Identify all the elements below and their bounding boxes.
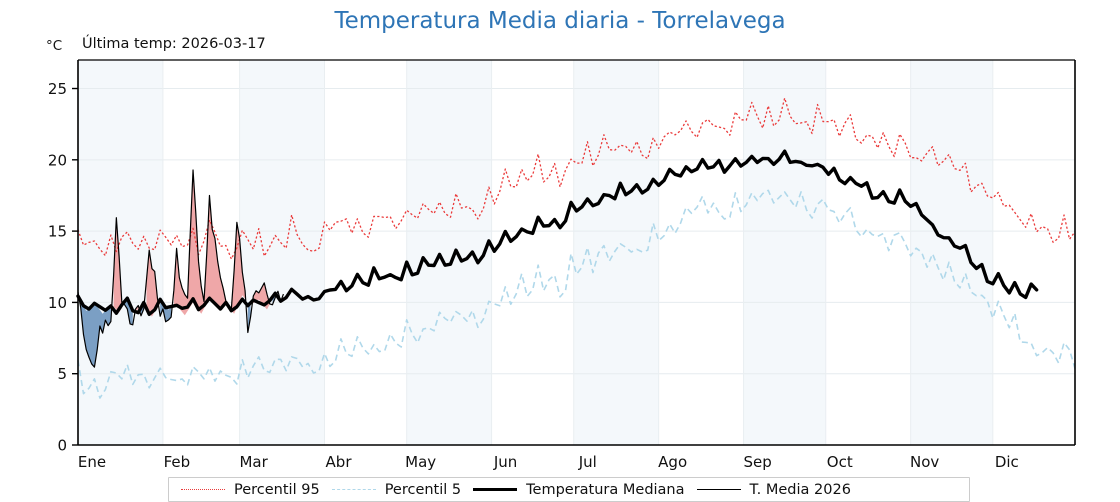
chart-legend: Percentil 95 Percentil 5 Temperatura Media… [168, 477, 970, 502]
legend-item-4[interactable]: T. Media 2026 [685, 478, 851, 501]
temperatura-mediana-line [76, 149, 1039, 317]
x-tick-label-Jul: Jul [578, 453, 597, 471]
x-tick-label-Nov: Nov [910, 453, 939, 471]
percentil-95-line [77, 97, 1076, 260]
legend-label: Percentil 95 [234, 481, 320, 498]
legend-item-2[interactable]: Percentil 5 [320, 478, 461, 501]
y-tick-label-25: 25 [48, 80, 67, 98]
y-tick-label-10: 10 [48, 294, 67, 312]
x-tick-label-Oct: Oct [827, 453, 853, 471]
x-tick-label-Dic: Dic [995, 453, 1019, 471]
y-tick-label-0: 0 [57, 437, 67, 455]
month-band-5 [743, 60, 826, 445]
legend-label: Temperatura Mediana [526, 481, 685, 498]
legend-item-1[interactable]: Percentil 95 [169, 478, 320, 501]
fill-above-median [146, 250, 158, 317]
legend-item-3[interactable]: Temperatura Mediana [461, 478, 685, 501]
current-line-key [696, 489, 741, 490]
y-tick-label-5: 5 [57, 365, 67, 383]
y-axis-unit-label: °C [46, 38, 63, 54]
p95-line-key [181, 489, 225, 490]
t-media-2026-line [77, 169, 284, 368]
x-tick-label-Ene: Ene [78, 453, 106, 471]
x-axis-ticks: Ene Feb Mar Abr May Jun Jul Ago Sep Oct Nov Dic [78, 453, 1019, 471]
y-axis-ticks: 0 5 10 15 20 25 [48, 80, 78, 455]
legend-label: T. Media 2026 [749, 481, 851, 498]
last-temp-label: Última temp: 2026-03-17 [82, 36, 266, 52]
x-tick-label-Jun: Jun [493, 453, 517, 471]
x-tick-label-May: May [405, 453, 436, 471]
page-title: Temperatura Media diaria - Torrelavega [334, 8, 786, 34]
x-tick-label-Mar: Mar [239, 453, 268, 471]
fill-below-median [247, 301, 251, 333]
month-band-6 [910, 60, 993, 445]
y-tick-label-15: 15 [48, 223, 67, 241]
x-tick-label-Feb: Feb [164, 453, 191, 471]
x-tick-label-Sep: Sep [743, 453, 771, 471]
month-band-2 [239, 60, 325, 445]
fill-below-median [80, 299, 111, 368]
x-tick-label-Abr: Abr [326, 453, 353, 471]
legend-label: Percentil 5 [384, 481, 462, 498]
month-band-3 [406, 60, 492, 445]
x-tick-label-Ago: Ago [658, 453, 687, 471]
y-tick-label-20: 20 [48, 151, 67, 169]
p5-line-key [331, 489, 376, 490]
median-line-key [473, 488, 518, 491]
